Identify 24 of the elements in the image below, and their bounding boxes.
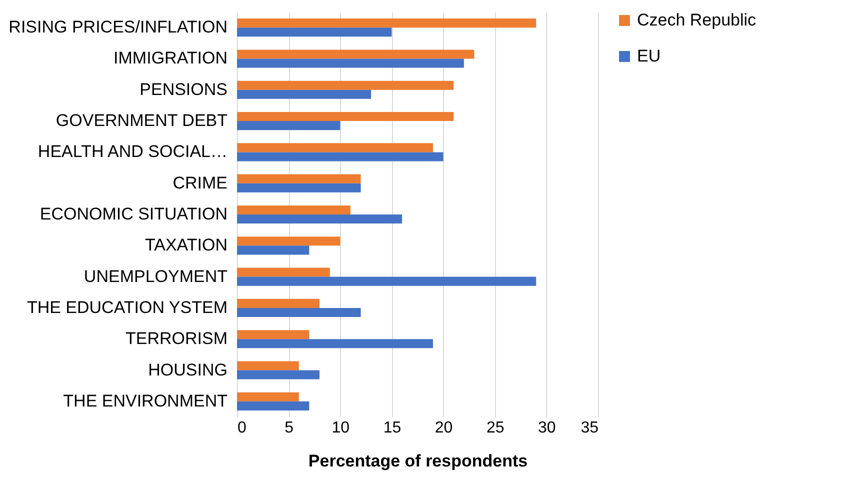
- x-tick-label: 25: [486, 420, 504, 436]
- legend-label: Czech Republic: [637, 10, 757, 30]
- y-tick-label: HEALTH AND SOCIAL…: [38, 142, 228, 162]
- x-axis-title: Percentage of respondents: [308, 452, 528, 470]
- y-tick-label: CRIME: [172, 173, 228, 192]
- y-tick-label: TAXATION: [145, 236, 228, 255]
- y-tick-label: THE EDUCATION YSTEM: [26, 298, 228, 317]
- x-tick-label: 20: [434, 420, 453, 436]
- y-tick-label: ECONOMIC SITUATION: [40, 204, 228, 224]
- x-tick-label: 35: [580, 420, 599, 436]
- y-tick-label: IMMIGRATION: [114, 48, 228, 68]
- x-tick-label: 15: [383, 420, 402, 436]
- y-tick-label: HOUSING: [148, 360, 228, 380]
- x-tick-label: 10: [332, 420, 350, 436]
- legend-label: EU: [637, 46, 661, 66]
- y-tick-label: UNEMPLOYMENT: [84, 266, 228, 286]
- y-tick-label: PENSIONS: [140, 80, 228, 99]
- y-tick-label: GOVERNMENT DEBT: [56, 111, 228, 130]
- y-tick-label: TERRORISM: [126, 329, 228, 348]
- y-tick-label: RISING PRICES/INFLATION: [8, 18, 228, 37]
- x-tick-label: 0: [238, 420, 246, 436]
- x-tick-label: 30: [538, 420, 556, 436]
- y-tick-label: THE ENVIRONMENT: [63, 391, 228, 410]
- x-tick-label: 5: [284, 420, 294, 436]
